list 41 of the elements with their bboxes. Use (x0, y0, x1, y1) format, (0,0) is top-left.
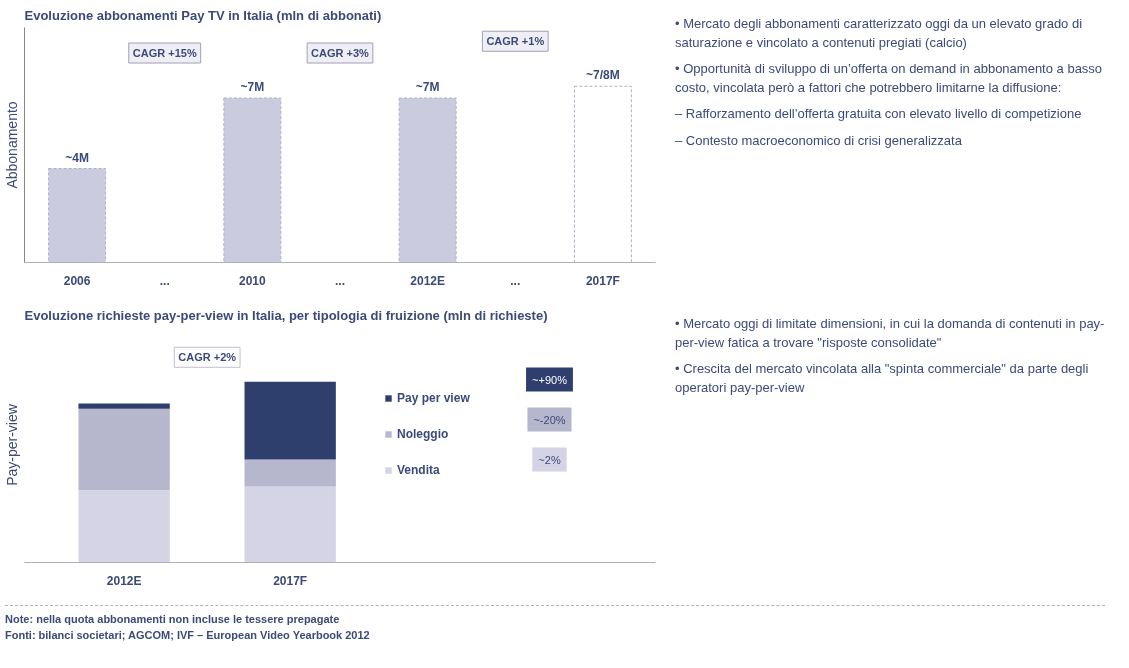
text: – Rafforzamento dell’offerta gratuita con elevato livello di competizione (675, 105, 1083, 124)
x-tick-label: ... (159, 273, 170, 288)
text: Fonti: bilanci societari; AGCOM; IVF – European Video Yearbook 2012 (5, 628, 370, 641)
legend-label: Pay per view (397, 391, 470, 405)
text: ~+90% (532, 373, 568, 386)
x-tick-label: ... (335, 273, 346, 288)
chart-title: Evoluzione abbonamenti Pay TV in Italia (mln di abbonati) (24, 7, 382, 23)
text: CAGR +2% (178, 351, 237, 364)
text: • Mercato degli abbonamenti caratterizzato oggi da un elevato grado di saturazione e vincolato a contenuti pregiati (calcio) (675, 15, 1084, 52)
bar (78, 403, 170, 409)
chart-title: Evoluzione richieste pay-per-view in Italia, per tipologia di fruizione (mln di richieste) (24, 307, 548, 323)
x-tick-label: 2010 (239, 273, 267, 288)
y-axis-title: Abbonamento (3, 101, 20, 189)
bar (244, 486, 336, 563)
legend-label: Noleggio (397, 427, 449, 441)
bar (78, 408, 170, 491)
data-label: ~7/8M (586, 68, 620, 83)
text: • Crescita del mercato vincolata alla "spinta commerciale" da parte degli operatori pay-per-view (675, 360, 1090, 397)
x-tick-label: 2012E (410, 273, 445, 288)
x-tick-label: 2017F (273, 573, 308, 588)
y-axis-title: Pay-per-view (3, 403, 20, 486)
bar (78, 490, 170, 563)
text: – Contesto macroeconomico di crisi generalizzata (675, 131, 963, 150)
bar (244, 459, 336, 487)
text: ~2% (538, 453, 561, 466)
annotation: CAGR +15% (132, 47, 197, 59)
bar (244, 381, 336, 460)
legend-label: Vendita (397, 463, 440, 477)
data-label: ~4M (65, 150, 89, 165)
x-tick-label: 2012E (106, 573, 142, 588)
text: ~-20% (533, 413, 566, 426)
text: • Opportunità di sviluppo di un’offerta on demand in abbonamento a basso costo, vincolata però a fattori che potrebbero limitarne la diffusione: (675, 60, 1104, 97)
x-tick-label: 2006 (63, 273, 91, 288)
text: Note: nella quota abbonamenti non incluse le tessere prepagate (5, 613, 340, 625)
data-label: ~7M (415, 80, 440, 94)
x-tick-label: ... (510, 273, 521, 288)
annotation: CAGR +3% (311, 47, 370, 59)
annotation: CAGR +1% (486, 35, 545, 48)
text: • Mercato oggi di limitate dimensioni, in cui la domanda di contenuti in pay-per-view fatica a trovare "risposte consolidate" (675, 315, 1105, 352)
x-tick-label: 2017F (585, 273, 620, 288)
data-label: ~7M (240, 80, 265, 94)
